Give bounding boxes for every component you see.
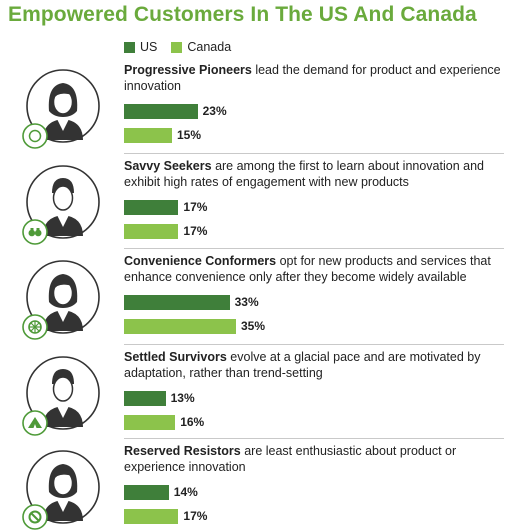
prohibited-icon	[28, 510, 42, 524]
chart-title: Empowered Customers In The US And Canada	[8, 3, 477, 26]
segment-row: Settled Survivors evolve at a glacial pa…	[0, 344, 510, 438]
segment-text: are least enthusiastic about product or …	[124, 444, 457, 474]
segment-description: Progressive Pioneers lead the demand for…	[124, 62, 504, 94]
segment-description: Savvy Seekers are among the first to lea…	[124, 158, 504, 190]
legend-item-canada: Canada	[171, 40, 231, 54]
wheel-icon	[28, 320, 42, 334]
segment-row: Reserved Resistors are least enthusiasti…	[0, 438, 510, 532]
data-label-canada: 15%	[177, 128, 202, 142]
segment-name: Settled Survivors	[124, 350, 227, 364]
segment-name: Reserved Resistors	[124, 444, 241, 458]
data-label-us: 23%	[202, 104, 227, 118]
bar-us	[124, 295, 230, 310]
row-divider	[124, 344, 504, 345]
segment-text: lead the demand for product and experien…	[124, 63, 501, 93]
person-icon	[22, 165, 100, 245]
legend-item-us: US	[124, 40, 157, 54]
data-label-canada: 17%	[183, 224, 208, 238]
legend: US Canada	[124, 40, 245, 54]
person-icon	[22, 450, 100, 530]
segment-description: Convenience Conformers opt for new produ…	[124, 253, 504, 285]
badge-circle	[22, 219, 48, 245]
segment-row: Convenience Conformers opt for new produ…	[0, 248, 510, 342]
data-label-us: 33%	[234, 295, 259, 309]
legend-swatch-us	[124, 41, 135, 53]
compass-icon	[28, 129, 42, 143]
data-label-canada: 16%	[180, 415, 205, 429]
bar-us	[124, 391, 166, 406]
segment-description: Reserved Resistors are least enthusiasti…	[124, 443, 504, 475]
segment-name: Convenience Conformers	[124, 254, 277, 268]
data-label-canada: 17%	[183, 509, 208, 523]
segment-name: Progressive Pioneers	[124, 63, 252, 77]
data-label-canada: 35%	[241, 319, 266, 333]
segment-text: evolve at a glacial pace and are motivat…	[124, 350, 481, 380]
row-divider	[124, 438, 504, 439]
bar-us	[124, 485, 169, 500]
bar-canada	[124, 509, 179, 524]
legend-label-us: US	[140, 40, 158, 54]
bar-us	[124, 104, 198, 119]
segment-row: Progressive Pioneers lead the demand for…	[0, 57, 510, 151]
data-label-us: 13%	[170, 391, 195, 405]
legend-label-canada: Canada	[187, 40, 232, 54]
binoculars-icon	[28, 228, 42, 237]
bar-canada	[124, 415, 176, 430]
person-icon	[22, 260, 100, 340]
bar-canada	[124, 128, 172, 143]
legend-swatch-canada	[171, 41, 183, 53]
person-icon	[22, 356, 100, 436]
segment-row: Savvy Seekers are among the first to lea…	[0, 153, 510, 247]
segment-description: Settled Survivors evolve at a glacial pa…	[124, 349, 504, 381]
data-label-us: 17%	[183, 200, 208, 214]
tent-icon	[28, 417, 42, 428]
bar-canada	[124, 224, 179, 239]
bar-canada	[124, 319, 236, 334]
data-label-us: 14%	[173, 485, 198, 499]
badge-circle	[22, 123, 48, 149]
segment-text: are among the first to learn about innov…	[124, 159, 484, 189]
row-divider	[124, 248, 504, 249]
bar-us	[124, 200, 179, 215]
row-divider	[124, 153, 504, 154]
segment-text: opt for new products and services that e…	[124, 254, 491, 284]
person-icon	[22, 69, 100, 149]
segment-name: Savvy Seekers	[124, 159, 212, 173]
